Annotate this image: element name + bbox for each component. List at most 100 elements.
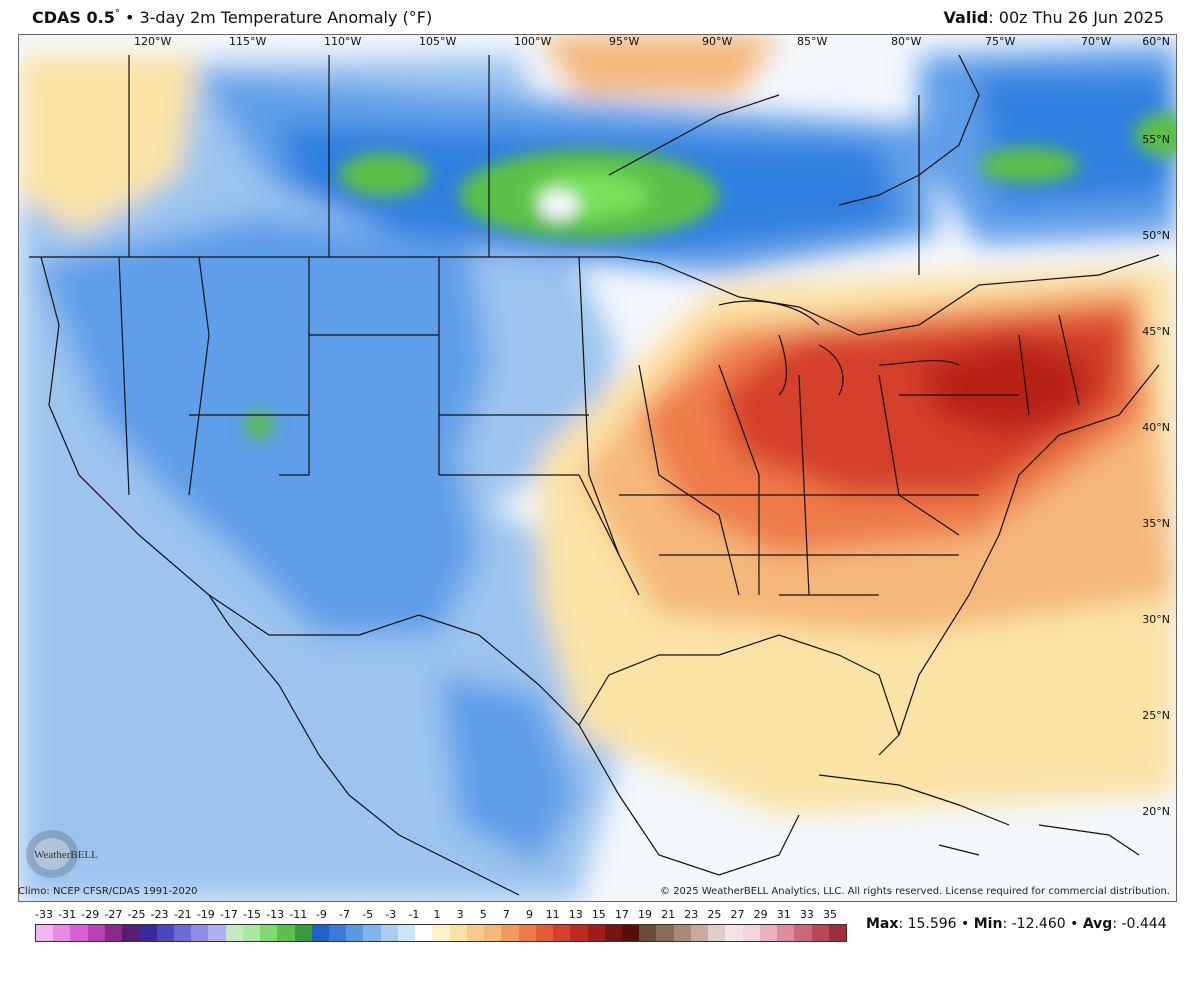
lon-label: 120°W (134, 35, 172, 48)
max-label: Max (866, 916, 899, 932)
colorbar-swatch (570, 925, 588, 941)
lat-label: 20°N (1142, 805, 1170, 818)
colorbar-swatch (535, 925, 554, 941)
colorbar-swatch (501, 925, 519, 941)
stats-summary: Max: 15.596 • Min: -12.460 • Avg: -0.444 (866, 916, 1167, 932)
colorbar-swatch (53, 925, 71, 941)
colorbar-tick-label: 5 (479, 908, 487, 921)
stats-sep-1: • (961, 916, 970, 932)
colorbar-swatch (466, 925, 485, 941)
colorbar-swatch (346, 925, 364, 941)
colorbar-swatch (449, 925, 467, 941)
colorbar-tick-label: -11 (289, 908, 308, 921)
colorbar-swatch (363, 925, 381, 941)
weatherbell-logo: WeatherBELL (22, 826, 108, 880)
colorbar-swatch (242, 925, 261, 941)
colorbar-tick-label: -25 (127, 908, 146, 921)
colorbar-labels: -33 -31 -29 -27 -25 -23 -21 -19 -17 -15 -13 -11 -9 -7… (26, 908, 856, 922)
lon-label: 95°W (609, 35, 640, 48)
anomaly-green-cells (245, 113, 1176, 439)
lat-label: 30°N (1142, 613, 1170, 626)
colorbar-tick-label: 31 (776, 908, 791, 921)
colorbar-swatch (432, 925, 450, 941)
colorbar-swatch (156, 925, 174, 941)
lat-label: 35°N (1142, 517, 1170, 530)
colorbar-swatch (484, 925, 502, 941)
colorbar-tick-label: 27 (730, 908, 745, 921)
colorbar-swatch (173, 925, 192, 941)
colorbar-swatch (191, 925, 209, 941)
colorbar-tick-label: 29 (753, 908, 768, 921)
colorbar-swatch (725, 925, 743, 941)
colorbar-swatch (380, 925, 398, 941)
colorbar-tick-label: 33 (799, 908, 814, 921)
product-name: 3-day 2m Temperature Anomaly (°F) (139, 8, 433, 27)
title-bullet: • (124, 8, 135, 27)
globe-icon: WeatherBELL (26, 830, 98, 878)
colorbar-swatch (553, 925, 571, 941)
colorbar-tick-label: -17 (219, 908, 238, 921)
colorbar-swatch (518, 925, 536, 941)
colorbar-tick-label: -1 (408, 908, 420, 921)
lat-label: 55°N (1142, 133, 1170, 146)
colorbar-tick-label: 7 (502, 908, 510, 921)
colorbar-tick-label: -31 (58, 908, 77, 921)
min-value: : -12.460 (1002, 916, 1066, 932)
valid-value: : 00z Thu 26 Jun 2025 (988, 8, 1164, 27)
colorbar-tick-label: 35 (823, 908, 837, 921)
colorbar-swatch (260, 925, 278, 941)
colorbar-swatch (656, 925, 674, 941)
valid-time: Valid: 00z Thu 26 Jun 2025 (944, 8, 1164, 27)
lon-label: 70°W (1081, 35, 1112, 48)
colorbar-swatch (742, 925, 760, 941)
colorbar-tick-label: -27 (104, 908, 123, 921)
colorbar-tick-label: -3 (385, 908, 397, 921)
colorbar-swatch (811, 925, 829, 941)
lon-label: 105°W (419, 35, 457, 48)
colorbar-tick-label: -23 (150, 908, 169, 921)
colorbar-swatch (621, 925, 640, 941)
colorbar-swatch (415, 925, 433, 941)
valid-label: Valid (943, 8, 989, 27)
colorbar-tick-label: 23 (684, 908, 699, 921)
lat-label: 25°N (1142, 709, 1170, 722)
colorbar-swatch (828, 925, 847, 941)
min-label: Min (973, 916, 1003, 932)
lon-label: 75°W (985, 35, 1016, 48)
lat-label: 60°N (1142, 35, 1170, 48)
lon-label: 80°W (891, 35, 922, 48)
colorbar-swatch (673, 925, 691, 941)
copyright-notice: © 2025 WeatherBELL Analytics, LLC. All r… (660, 886, 1170, 897)
model-name: CDAS 0.5 (32, 8, 115, 27)
map-title: CDAS 0.5° • 3-day 2m Temperature Anomaly… (32, 8, 432, 27)
colorbar-swatch (777, 925, 795, 941)
colorbar-tick-label: -19 (196, 908, 215, 921)
lon-label: 85°W (797, 35, 828, 48)
lon-label: 115°W (229, 35, 267, 48)
colorbar-tick-label: 21 (661, 908, 676, 921)
header: CDAS 0.5° • 3-day 2m Temperature Anomaly… (0, 0, 1200, 34)
colorbar-tick-label: 1 (433, 908, 441, 921)
logo-text: WeatherBELL (34, 849, 98, 861)
anomaly-fill (19, 35, 1176, 901)
colorbar-tick-label: -9 (315, 908, 327, 921)
colorbar-tick-label: -21 (173, 908, 192, 921)
colorbar-swatch (122, 925, 140, 941)
colorbar-tick-label: 13 (568, 908, 583, 921)
colorbar-tick-label: 19 (638, 908, 653, 921)
colorbar-swatch (70, 925, 88, 941)
colorbar-swatch (36, 925, 54, 941)
colorbar-tick-label: 17 (614, 908, 629, 921)
colorbar-swatch (604, 925, 622, 941)
colorbar-swatch (639, 925, 657, 941)
lon-label: 100°W (514, 35, 552, 48)
colorbar-swatch (225, 925, 243, 941)
colorbar-tick-label: -13 (266, 908, 285, 921)
colorbar (35, 924, 847, 942)
anomaly-map-canvas (19, 35, 1176, 901)
degree-mark: ° (114, 8, 120, 20)
colorbar-tick-label: -7 (339, 908, 350, 921)
colorbar-swatch (294, 925, 312, 941)
lon-label: 110°W (324, 35, 362, 48)
colorbar-swatch (690, 925, 709, 941)
